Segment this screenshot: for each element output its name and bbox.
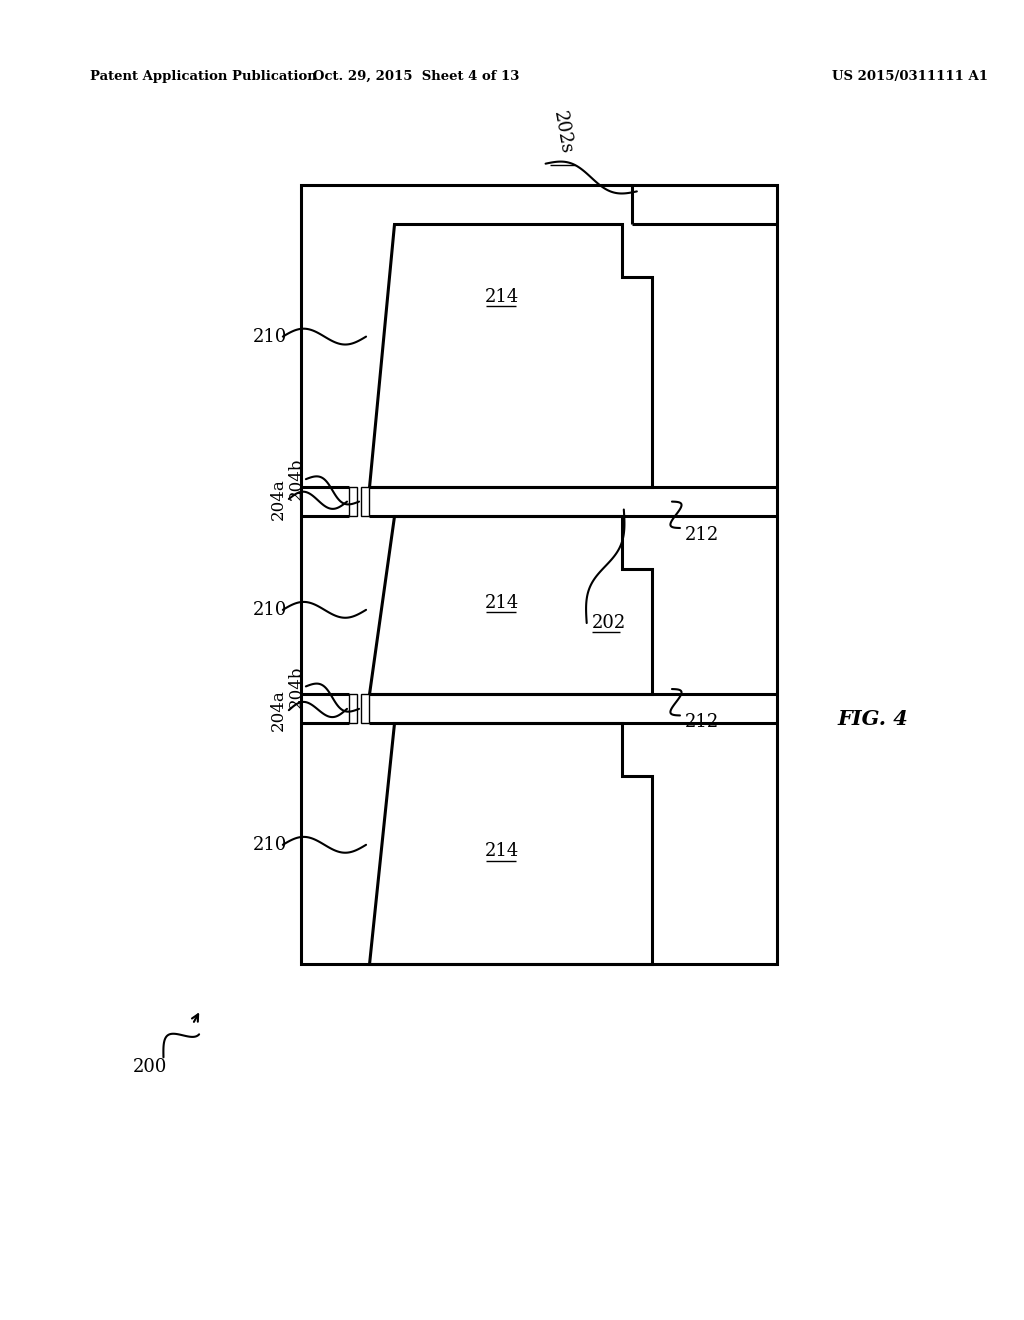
Polygon shape [369, 224, 652, 487]
Polygon shape [349, 487, 357, 516]
Text: 204b: 204b [288, 665, 304, 708]
Text: 204a: 204a [270, 478, 288, 520]
Text: 214: 214 [484, 842, 518, 861]
Text: 202: 202 [592, 614, 626, 632]
Polygon shape [369, 723, 652, 964]
Text: 214: 214 [484, 594, 518, 612]
Text: 214: 214 [484, 288, 518, 306]
Text: 210: 210 [253, 327, 287, 346]
Text: Oct. 29, 2015  Sheet 4 of 13: Oct. 29, 2015 Sheet 4 of 13 [313, 70, 519, 83]
Polygon shape [369, 516, 652, 694]
Text: Patent Application Publication: Patent Application Publication [90, 70, 317, 83]
Text: 212: 212 [685, 525, 719, 544]
Text: 210: 210 [253, 601, 287, 619]
Text: 202s: 202s [550, 110, 574, 156]
Polygon shape [361, 487, 369, 516]
Polygon shape [361, 694, 369, 723]
Polygon shape [349, 694, 357, 723]
Text: 204a: 204a [270, 689, 288, 731]
Text: 200: 200 [133, 1057, 168, 1076]
Text: 212: 212 [685, 713, 719, 731]
Text: US 2015/0311111 A1: US 2015/0311111 A1 [833, 70, 988, 83]
Text: 210: 210 [253, 836, 287, 854]
Text: FIG. 4: FIG. 4 [838, 709, 908, 730]
Text: 204b: 204b [288, 458, 304, 500]
